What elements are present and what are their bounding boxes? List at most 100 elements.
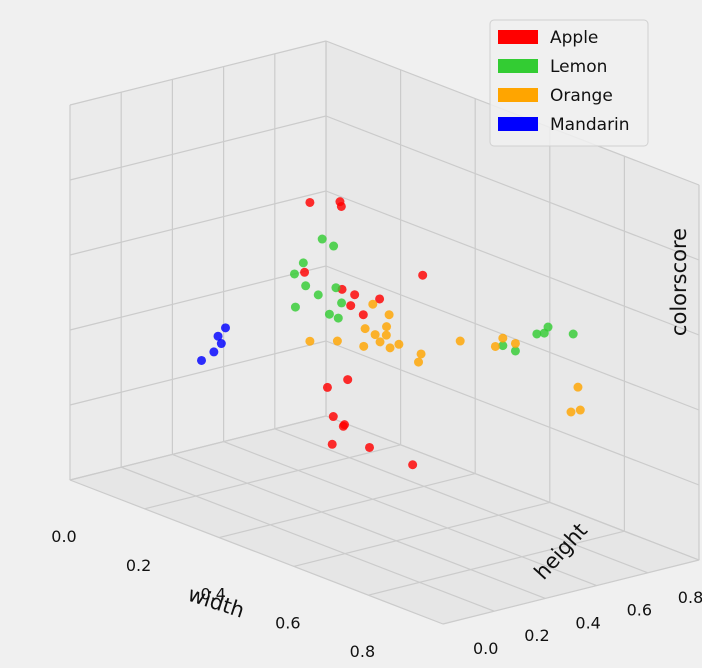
data-point-orange bbox=[360, 324, 370, 334]
data-point-orange bbox=[498, 333, 508, 343]
y-tick-label: 0.8 bbox=[678, 588, 702, 607]
data-point-mandarin bbox=[213, 331, 223, 341]
data-point-mandarin bbox=[221, 323, 230, 333]
data-point-mandarin bbox=[197, 355, 207, 365]
data-point-apple bbox=[358, 310, 368, 320]
grid-line-x-floor bbox=[368, 530, 625, 596]
z-axis-title: colorscore bbox=[667, 228, 691, 336]
data-point-orange bbox=[575, 405, 585, 415]
data-point-apple bbox=[305, 197, 315, 207]
x-tick-label: 0.8 bbox=[350, 642, 375, 661]
grid-line-z-back bbox=[325, 190, 700, 336]
legend-swatch bbox=[498, 59, 538, 73]
x-tick-label: 0.4 bbox=[200, 585, 225, 604]
axis-panes bbox=[68, 40, 701, 625]
data-point-lemon bbox=[298, 258, 308, 268]
x-tick-label: 0.0 bbox=[51, 527, 76, 546]
y-tick-label: 0.2 bbox=[524, 626, 549, 645]
data-point-apple bbox=[375, 294, 385, 304]
data-point-orange bbox=[375, 337, 385, 347]
data-point-lemon bbox=[510, 346, 520, 356]
legend-label: Orange bbox=[550, 86, 613, 106]
legend-box bbox=[489, 19, 649, 147]
data-point-lemon bbox=[329, 241, 339, 251]
data-point-lemon bbox=[324, 309, 334, 319]
grid-line-x-floor bbox=[293, 501, 550, 567]
data-point-orange bbox=[305, 336, 315, 346]
grid-line-z-back bbox=[325, 115, 700, 261]
data-point-orange bbox=[368, 299, 378, 309]
data-point-mandarin bbox=[216, 339, 226, 349]
legend: Apple Lemon Orange Mandarin bbox=[489, 19, 649, 147]
grid-line-y-floor bbox=[223, 441, 597, 587]
data-point-orange bbox=[510, 338, 520, 348]
grid-line-x-floor bbox=[144, 444, 401, 510]
data-point-apple bbox=[339, 420, 349, 430]
data-point-lemon bbox=[498, 341, 508, 351]
data-point-orange bbox=[455, 336, 465, 346]
data-point-lemon bbox=[532, 329, 542, 339]
data-point-orange bbox=[573, 382, 583, 392]
legend-label: Apple bbox=[550, 28, 598, 48]
data-point-apple bbox=[328, 412, 338, 422]
data-point-apple bbox=[343, 375, 353, 385]
y-tick-label: 0.0 bbox=[473, 639, 498, 658]
data-point-lemon bbox=[313, 290, 323, 300]
grid-line-y-floor bbox=[172, 453, 546, 599]
grid-line-z-back bbox=[325, 265, 700, 411]
data-point-orange bbox=[332, 336, 342, 346]
legend-swatch bbox=[498, 117, 538, 131]
data-point-orange bbox=[359, 341, 369, 351]
y-tick-label: 0.4 bbox=[575, 613, 600, 632]
data-point-lemon bbox=[568, 329, 578, 339]
data-points bbox=[197, 197, 585, 470]
data-point-apple bbox=[350, 290, 360, 300]
grid-line-y-floor bbox=[120, 466, 495, 612]
x-tick-label: 0.6 bbox=[275, 613, 300, 632]
data-point-orange bbox=[394, 339, 404, 349]
tick-labels: 0.00.20.40.60.81.00.00.20.40.60.81.00.00… bbox=[51, 527, 702, 661]
data-point-lemon bbox=[289, 269, 299, 279]
data-point-lemon bbox=[543, 322, 553, 332]
data-point-orange bbox=[416, 349, 426, 359]
data-point-lemon bbox=[317, 234, 327, 244]
data-point-mandarin bbox=[209, 347, 219, 357]
grid-line-z-left bbox=[69, 190, 327, 256]
legend-swatch bbox=[498, 88, 538, 102]
grid-lines bbox=[69, 40, 700, 625]
grid-line-z-left bbox=[69, 40, 327, 106]
data-point-lemon bbox=[337, 298, 347, 308]
data-point-apple bbox=[335, 197, 345, 207]
legend-label: Mandarin bbox=[550, 115, 630, 135]
data-point-orange bbox=[566, 407, 576, 417]
grid-line-z-back bbox=[325, 340, 700, 486]
data-point-apple bbox=[346, 301, 356, 311]
grid-line-y-floor bbox=[274, 428, 649, 574]
data-point-lemon bbox=[301, 281, 311, 291]
data-point-orange bbox=[385, 343, 395, 353]
legend-swatch bbox=[498, 30, 538, 44]
grid-line-x-floor bbox=[442, 559, 700, 625]
data-point-orange bbox=[414, 357, 424, 367]
x-tick-label: 0.2 bbox=[126, 556, 151, 575]
grid-line-z-left bbox=[69, 415, 327, 481]
grid-line-y-floor bbox=[325, 415, 700, 561]
data-point-lemon bbox=[331, 283, 341, 293]
grid-line-z-left bbox=[69, 265, 327, 331]
grid-line-z-left bbox=[69, 340, 327, 406]
data-point-orange bbox=[490, 341, 500, 351]
left-wall-pane bbox=[69, 40, 327, 481]
data-point-apple bbox=[365, 442, 374, 452]
grid-line-z-left bbox=[69, 115, 327, 181]
y-tick-label: 0.6 bbox=[627, 601, 652, 620]
data-point-apple bbox=[300, 267, 310, 277]
data-point-lemon bbox=[290, 302, 300, 312]
data-point-apple bbox=[327, 439, 337, 449]
data-point-lemon bbox=[333, 313, 343, 323]
data-point-orange bbox=[382, 322, 392, 332]
data-point-orange bbox=[370, 330, 380, 340]
grid-line-y-floor bbox=[69, 479, 444, 625]
data-point-apple bbox=[418, 270, 428, 280]
